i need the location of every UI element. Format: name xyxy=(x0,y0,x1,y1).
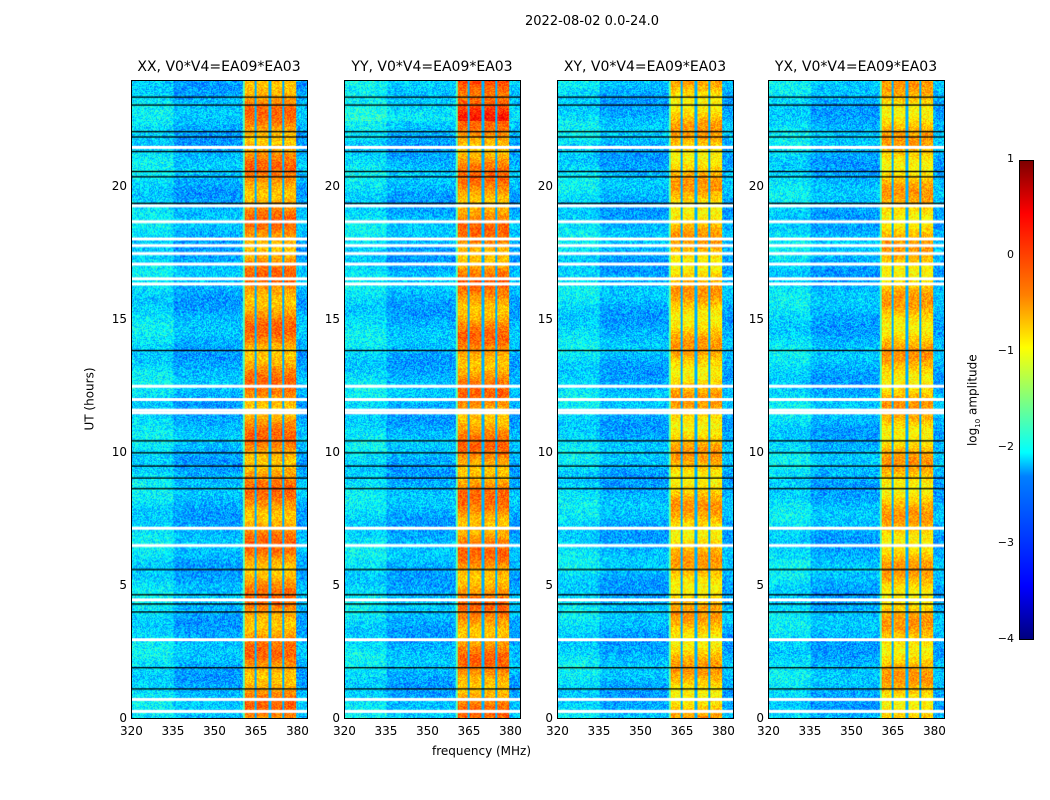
x-tick-label: 335 xyxy=(374,724,398,738)
x-tick-label: 350 xyxy=(839,724,863,738)
panel-title: XX, V0*V4=EA09*EA03 xyxy=(137,59,301,75)
panel-title: YX, V0*V4=EA09*EA03 xyxy=(774,59,938,75)
colorbar-label-log: log xyxy=(965,427,980,447)
x-tick-label: 365 xyxy=(457,724,481,738)
x-tick-label: 365 xyxy=(881,724,905,738)
heatmap-panel xyxy=(557,80,734,719)
heatmap-image xyxy=(132,81,307,718)
y-tick-label: 15 xyxy=(748,311,764,326)
heatmap-panel xyxy=(768,80,945,719)
y-tick-label: 20 xyxy=(537,178,553,193)
x-tick-label: 335 xyxy=(161,724,185,738)
y-tick-label: 10 xyxy=(537,444,553,459)
y-tick-label: 20 xyxy=(111,178,127,193)
x-tick-label: 380 xyxy=(922,724,946,738)
colorbar-tick-label: −2 xyxy=(997,440,1014,453)
x-tick-label: 380 xyxy=(498,724,522,738)
y-tick-label: 10 xyxy=(748,444,764,459)
colorbar-tick-label: −4 xyxy=(997,632,1014,645)
heatmap-image xyxy=(345,81,520,718)
y-tick-label: 15 xyxy=(537,311,553,326)
x-tick-label: 335 xyxy=(587,724,611,738)
colorbar-label: log10 amplitude xyxy=(966,354,982,446)
y-tick-label: 15 xyxy=(324,311,340,326)
y-tick-label: 0 xyxy=(119,711,127,725)
x-tick-label: 335 xyxy=(798,724,822,738)
y-tick-label: 0 xyxy=(332,711,340,725)
suptitle: 2022-08-02 0.0-24.0 xyxy=(525,14,659,29)
y-tick-label: 5 xyxy=(119,577,127,592)
heatmap-panel xyxy=(131,80,308,719)
y-tick-label: 5 xyxy=(756,577,764,592)
y-axis-label: UT (hours) xyxy=(82,367,97,431)
y-tick-label: 20 xyxy=(748,178,764,193)
y-tick-label: 5 xyxy=(332,577,340,592)
colorbar-label-rest: amplitude xyxy=(965,354,980,419)
x-tick-label: 320 xyxy=(757,724,780,738)
y-tick-label: 15 xyxy=(111,311,127,326)
x-tick-label: 320 xyxy=(546,724,569,738)
x-tick-label: 365 xyxy=(670,724,694,738)
panel-title: YY, V0*V4=EA09*EA03 xyxy=(351,59,513,75)
y-tick-label: 0 xyxy=(545,711,553,725)
x-tick-label: 320 xyxy=(120,724,143,738)
colorbar-tick-label: 1 xyxy=(1007,152,1014,165)
x-tick-label: 350 xyxy=(415,724,439,738)
y-tick-label: 0 xyxy=(756,711,764,725)
y-tick-label: 20 xyxy=(324,178,340,193)
x-tick-label: 380 xyxy=(711,724,735,738)
colorbar-tick-label: −3 xyxy=(997,536,1014,549)
colorbar xyxy=(1019,160,1034,640)
colorbar-tick-label: 0 xyxy=(1007,248,1014,261)
colorbar-tick-label: −1 xyxy=(997,344,1014,357)
heatmap-image xyxy=(769,81,944,718)
colorbar-label-sub: 10 xyxy=(974,418,983,428)
x-tick-label: 350 xyxy=(202,724,226,738)
panel-title: XY, V0*V4=EA09*EA03 xyxy=(563,59,727,75)
x-tick-label: 320 xyxy=(333,724,356,738)
heatmap-panel xyxy=(344,80,521,719)
x-tick-label: 350 xyxy=(628,724,652,738)
heatmap-image xyxy=(558,81,733,718)
y-tick-label: 10 xyxy=(111,444,127,459)
x-axis-label: frequency (MHz) xyxy=(432,744,532,758)
x-tick-label: 365 xyxy=(244,724,268,738)
y-tick-label: 5 xyxy=(545,577,553,592)
x-tick-label: 380 xyxy=(285,724,309,738)
y-tick-label: 10 xyxy=(324,444,340,459)
